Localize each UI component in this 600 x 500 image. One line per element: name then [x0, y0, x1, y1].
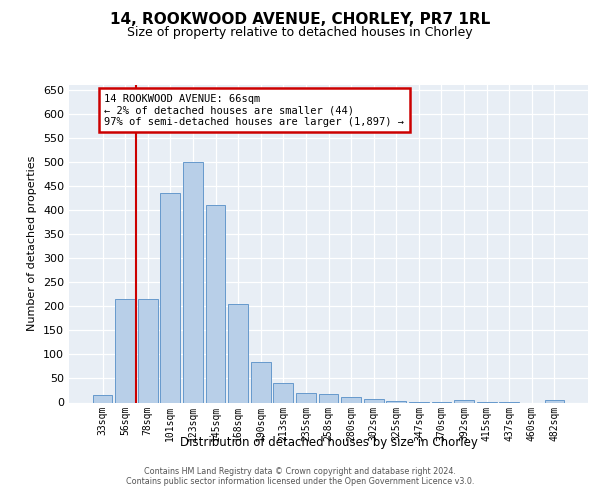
Bar	[183, 162, 203, 402]
Text: Distribution of detached houses by size in Chorley: Distribution of detached houses by size …	[180, 436, 478, 449]
Text: 14, ROOKWOOD AVENUE, CHORLEY, PR7 1RL: 14, ROOKWOOD AVENUE, CHORLEY, PR7 1RL	[110, 12, 490, 28]
Bar	[251, 362, 271, 403]
Bar	[341, 396, 361, 402]
Bar	[206, 206, 226, 402]
Bar	[228, 304, 248, 402]
Y-axis label: Number of detached properties: Number of detached properties	[28, 156, 37, 332]
Bar	[92, 396, 112, 402]
Bar	[386, 400, 406, 402]
Bar	[454, 400, 474, 402]
Text: 14 ROOKWOOD AVENUE: 66sqm
← 2% of detached houses are smaller (44)
97% of semi-d: 14 ROOKWOOD AVENUE: 66sqm ← 2% of detach…	[104, 94, 404, 127]
Bar	[545, 400, 565, 402]
Bar	[138, 299, 158, 403]
Bar	[274, 384, 293, 402]
Text: Contains HM Land Registry data © Crown copyright and database right 2024.
Contai: Contains HM Land Registry data © Crown c…	[126, 466, 474, 486]
Text: Size of property relative to detached houses in Chorley: Size of property relative to detached ho…	[127, 26, 473, 39]
Bar	[319, 394, 338, 402]
Bar	[115, 299, 135, 403]
Bar	[296, 393, 316, 402]
Bar	[364, 398, 383, 402]
Bar	[160, 193, 180, 402]
